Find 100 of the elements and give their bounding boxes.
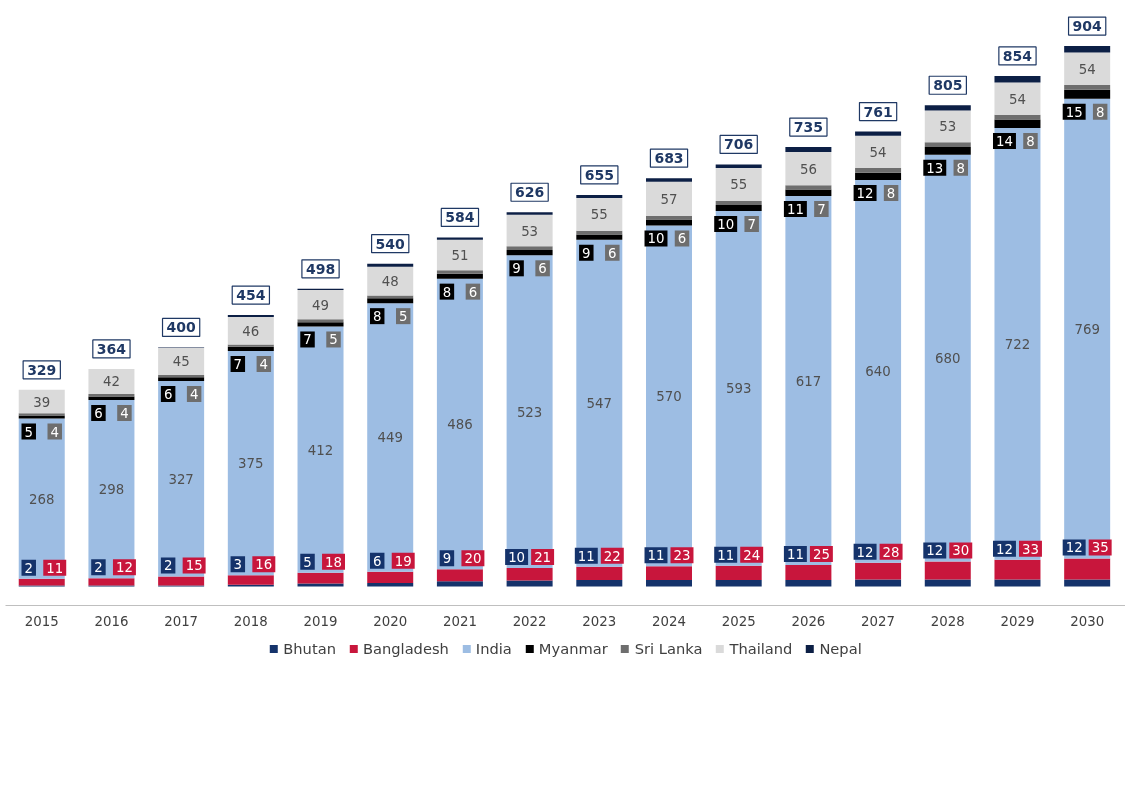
- data-label: 5: [24, 424, 33, 440]
- bar: [506, 568, 553, 581]
- bar: [924, 105, 971, 111]
- bar: [367, 303, 414, 572]
- bar: [1064, 98, 1111, 559]
- bar: [436, 278, 483, 570]
- x-tick-label: 2022: [512, 613, 547, 629]
- data-label: 45: [172, 354, 190, 370]
- total-label: 706: [724, 136, 754, 153]
- data-label: 593: [725, 381, 752, 397]
- bar: [367, 295, 414, 299]
- legend-label: Bangladesh: [362, 639, 449, 657]
- bar: [994, 114, 1041, 120]
- bar: [785, 151, 832, 186]
- data-label: 6: [538, 261, 547, 277]
- bar: [646, 225, 692, 567]
- data-label: 523: [516, 404, 543, 420]
- data-label: 51: [451, 248, 469, 264]
- bar: [506, 580, 553, 587]
- data-label: 33: [1021, 541, 1039, 557]
- data-label: 4: [120, 406, 129, 422]
- bar: [924, 154, 971, 562]
- data-label: 7: [817, 202, 826, 218]
- bar: [646, 178, 692, 182]
- bar: [506, 214, 553, 247]
- x-tick-label: 2026: [791, 613, 826, 629]
- data-label: 2: [24, 560, 33, 576]
- x-tick-label: 2024: [652, 613, 686, 629]
- total-label: 854: [1002, 47, 1033, 64]
- x-tick-label: 2025: [721, 613, 756, 629]
- bar: [1064, 89, 1111, 99]
- legend-label: Thailand: [729, 639, 793, 657]
- data-label: 23: [673, 548, 691, 564]
- data-label: 680: [935, 351, 961, 367]
- bar: [227, 344, 274, 347]
- bar: [994, 75, 1041, 83]
- bar: [367, 263, 414, 267]
- data-label: 6: [608, 245, 617, 261]
- data-label: 20: [464, 551, 482, 567]
- x-tick-label: 2021: [442, 613, 477, 629]
- bar: [646, 181, 692, 216]
- bar: [715, 164, 762, 169]
- data-label: 21: [534, 550, 552, 566]
- data-label: 12: [926, 543, 944, 559]
- data-label: 53: [939, 119, 957, 135]
- data-label: 8: [1095, 104, 1105, 120]
- data-label: 13: [926, 160, 944, 176]
- data-label: 11: [786, 202, 804, 218]
- bar: [158, 348, 205, 375]
- bar: [576, 194, 623, 198]
- x-tick-label: 2015: [24, 613, 59, 629]
- bar: [506, 212, 553, 215]
- bar: [506, 255, 553, 569]
- bar: [855, 135, 902, 169]
- bar: [297, 583, 344, 587]
- data-label: 48: [381, 274, 399, 290]
- bar: [855, 168, 902, 173]
- data-label: 57: [660, 191, 678, 207]
- data-label: 5: [303, 554, 312, 570]
- bar: [436, 270, 483, 274]
- data-label: 6: [468, 284, 478, 300]
- data-label: 449: [377, 430, 403, 446]
- data-label: 28: [882, 544, 900, 560]
- bar: [924, 110, 971, 143]
- data-label: 11: [786, 547, 804, 563]
- bar: [715, 211, 762, 566]
- x-tick-label: 2023: [582, 613, 617, 629]
- data-label: 412: [307, 442, 334, 458]
- data-label: 12: [1065, 540, 1083, 556]
- x-tick-label: 2028: [930, 613, 965, 629]
- data-label: 12: [856, 185, 874, 201]
- data-label: 8: [1026, 133, 1035, 149]
- data-label: 10: [717, 217, 735, 233]
- data-label: 55: [590, 207, 608, 223]
- bar: [924, 147, 971, 155]
- total-label: 454: [236, 287, 266, 304]
- data-label: 9: [512, 261, 521, 277]
- total-label: 735: [793, 119, 824, 136]
- data-label: 12: [995, 541, 1013, 557]
- bar: [227, 316, 274, 345]
- total-label: 364: [96, 340, 127, 357]
- bar: [88, 368, 135, 395]
- x-tick-label: 2020: [373, 613, 408, 629]
- bar: [297, 322, 344, 327]
- data-label: 2: [163, 558, 173, 574]
- data-label: 2: [94, 560, 103, 576]
- bar: [436, 239, 483, 271]
- data-label: 7: [747, 217, 756, 233]
- bar: [436, 237, 483, 240]
- data-label: 56: [799, 161, 817, 177]
- total-label: 683: [654, 150, 684, 167]
- bar: [924, 142, 971, 148]
- bar: [297, 290, 344, 320]
- data-label: 327: [168, 471, 194, 487]
- total-label: 626: [515, 184, 545, 201]
- data-label: 12: [115, 560, 133, 576]
- legend-label: India: [475, 639, 512, 657]
- data-label: 10: [508, 550, 526, 566]
- bar: [646, 219, 692, 226]
- total-label: 400: [166, 319, 196, 336]
